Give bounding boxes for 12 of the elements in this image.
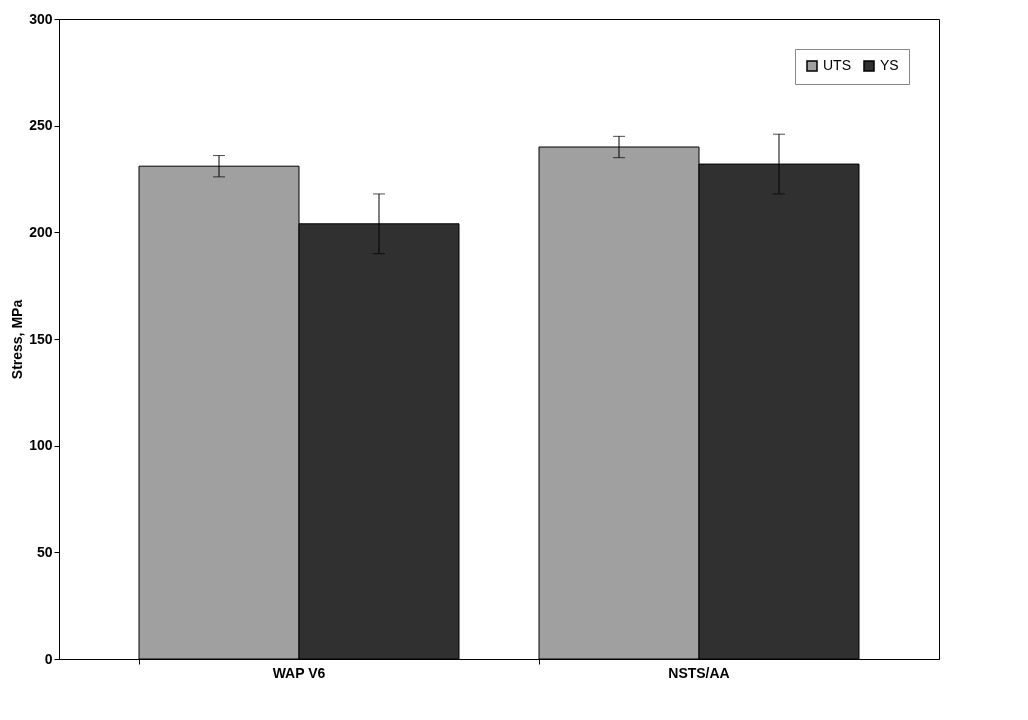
x-tick-label: NSTS/AA — [668, 664, 730, 681]
y-tick-label: 100 — [29, 437, 53, 454]
y-tick-label: 150 — [29, 330, 53, 347]
y-tick-label: 250 — [29, 117, 53, 134]
legend-label: UTS — [823, 57, 851, 73]
y-tick-label: 50 — [36, 543, 53, 560]
legend-label: YS — [880, 57, 899, 73]
y-tick-label: 200 — [29, 223, 53, 240]
y-axis-title: Stress, MPa — [9, 299, 26, 380]
x-tick-label: WAP V6 — [272, 664, 326, 681]
y-tick-label: 0 — [44, 650, 53, 667]
y-tick-label: 300 — [29, 10, 53, 27]
